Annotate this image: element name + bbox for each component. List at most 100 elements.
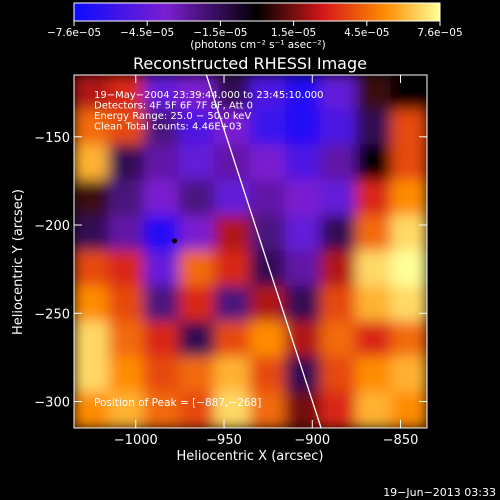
colorbar-tick-label: −4.5e−05: [120, 27, 174, 39]
heatmap-cell: [390, 356, 427, 394]
y-tick-label: −300: [34, 396, 70, 411]
heatmap-cell: [249, 215, 287, 253]
heatmap-cell: [249, 356, 287, 394]
heatmap-cell: [249, 109, 287, 147]
heatmap-cell: [74, 250, 111, 288]
peak-dot: [172, 238, 178, 244]
heatmap-cell: [108, 144, 146, 182]
info-line: Energy Range: 25.0 − 50.0 keV: [94, 111, 251, 122]
heatmap-cell: [320, 321, 358, 359]
y-tick-label: −150: [34, 131, 70, 146]
peak-marker: [172, 238, 178, 244]
heatmap-cell: [284, 109, 323, 147]
heatmap-cell: [143, 285, 181, 324]
heatmap-cell: [249, 179, 287, 218]
heatmap-cell: [143, 109, 181, 147]
heatmap-cell: [143, 215, 181, 253]
heatmap-cell: [178, 109, 217, 147]
x-tick-label: −900: [294, 433, 330, 448]
heatmap-cell: [214, 75, 252, 112]
info-line: 19−May−2004 23:39:44.000 to 23:45:10.000: [94, 90, 324, 101]
heatmap-cell: [178, 321, 217, 359]
heatmap-cell: [143, 321, 181, 359]
heatmap-cell: [74, 179, 111, 218]
heatmap-cell: [214, 250, 252, 288]
plot-frame: [73, 74, 428, 429]
colorbar-ticks: −7.6e−05 −4.5e−05 −1.5e−05 1.5e−05 4.5e−05 7.…: [47, 21, 463, 39]
heatmap-cell: [143, 250, 181, 288]
heatmap-cell: [214, 321, 252, 359]
heatmap-cell: [74, 215, 111, 253]
heatmap-cell: [390, 144, 427, 182]
heatmap-cell: [249, 144, 287, 182]
heatmap-cell: [108, 356, 146, 394]
info-line: Clean Total counts: 4.46E+03: [94, 122, 242, 133]
heatmap-cell: [320, 356, 358, 394]
heatmap-cell: [249, 250, 287, 288]
heatmap-cell: [390, 109, 427, 147]
heatmap-cell: [108, 179, 146, 218]
heatmap-area: [74, 75, 427, 428]
heatmap-cell: [320, 250, 358, 288]
y-tick-label: −250: [34, 307, 70, 322]
heatmap-cell: [214, 285, 252, 324]
heatmap-cell: [108, 215, 146, 253]
heatmap-cell: [178, 215, 217, 253]
heatmap-cell: [214, 215, 252, 253]
heatmap-cell: [390, 215, 427, 253]
heatmap-cell: [74, 285, 111, 324]
heatmap-cell: [74, 75, 111, 112]
heatmap-cell: [143, 356, 181, 394]
x-tick-label: −850: [383, 433, 419, 448]
heatmap-cell: [284, 321, 323, 359]
heatmap-cell: [108, 391, 146, 428]
heatmap-cell: [74, 109, 111, 147]
heatmap-cell: [214, 179, 252, 218]
y-axis-ticks: −300 −250 −200 −150: [34, 131, 427, 411]
heatmap-cell: [320, 285, 358, 324]
colorbar-tick-label: 7.6e−05: [417, 27, 462, 39]
heatmap-cell: [320, 75, 358, 112]
heatmap-cell: [284, 285, 323, 324]
heatmap-cell: [355, 75, 393, 112]
heatmap-cell: [178, 75, 217, 112]
heatmap-cell: [390, 285, 427, 324]
observation-info: 19−May−2004 23:39:44.000 to 23:45:10.000…: [94, 90, 324, 133]
heatmap-cell: [214, 356, 252, 394]
timestamp: 19−Jun−2013 03:33: [383, 486, 496, 499]
heatmap-cell: [284, 250, 323, 288]
heatmap-cell: [355, 179, 393, 218]
heatmap-cell: [108, 109, 146, 147]
heatmap-cell: [214, 109, 252, 147]
heatmap-cell: [390, 250, 427, 288]
x-axis-ticks: −1000 −950 −900 −850: [114, 75, 419, 448]
heatmap-cell: [108, 75, 146, 112]
heatmap-cell: [320, 144, 358, 182]
heatmap-cell: [390, 321, 427, 359]
heatmap-cell: [355, 391, 393, 428]
colorbar: [73, 2, 441, 22]
info-line: Detectors: 4F 5F 6F 7F 8F, Att 0: [94, 101, 253, 112]
heatmap-cell: [143, 75, 181, 112]
solar-limb-line: [205, 75, 322, 428]
heatmap-cell: [355, 215, 393, 253]
heatmap-cell: [143, 179, 181, 218]
heatmap-cell: [284, 75, 323, 112]
peak-position-label: Position of Peak = [−887,−268]: [94, 397, 261, 409]
heatmap-cell: [284, 144, 323, 182]
heatmap-cell: [284, 179, 323, 218]
y-axis-label: Heliocentric Y (arcsec): [11, 189, 26, 335]
heatmap-cell: [74, 321, 111, 359]
heatmap-cell: [74, 391, 111, 428]
heatmap-cell: [355, 356, 393, 394]
heatmap-cell: [178, 144, 217, 182]
heatmap-cell: [390, 75, 427, 112]
heatmap-cell: [74, 144, 111, 182]
heatmap-cell: [214, 144, 252, 182]
x-axis-label: Heliocentric X (arcsec): [177, 449, 324, 464]
heatmap-cell: [284, 391, 323, 428]
heatmap-cell: [178, 250, 217, 288]
heatmap-cell: [355, 321, 393, 359]
heatmap-cell: [355, 109, 393, 147]
